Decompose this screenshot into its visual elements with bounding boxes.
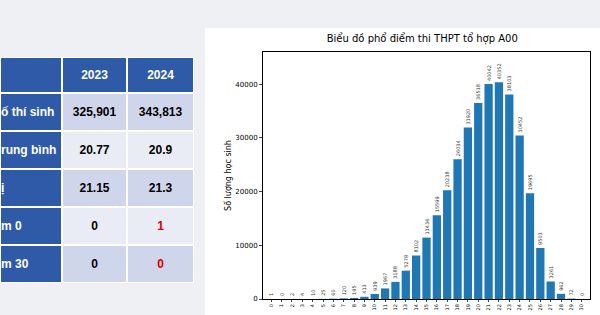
svg-text:20: 20 (475, 304, 481, 310)
svg-text:9503: 9503 (537, 232, 543, 245)
svg-text:25: 25 (320, 289, 326, 295)
svg-text:21: 21 (485, 304, 491, 310)
svg-text:3261: 3261 (548, 266, 554, 279)
svg-text:29: 29 (568, 304, 574, 310)
html-text:21.3: 21.3 (148, 181, 173, 195)
svg-text:1: 1 (268, 293, 274, 296)
html-text:m 30: m 30 (1, 257, 29, 271)
svg-text:18: 18 (454, 304, 460, 310)
svg-text:1967: 1967 (382, 273, 388, 286)
svg-text:16: 16 (433, 304, 439, 310)
svg-text:8102: 8102 (413, 240, 419, 253)
svg-text:20238: 20238 (444, 171, 450, 187)
svg-text:28: 28 (558, 304, 564, 310)
svg-text:60: 60 (330, 289, 336, 295)
svg-text:24: 24 (516, 304, 522, 310)
html-text:0: 0 (157, 257, 164, 271)
svg-text:30000: 30000 (235, 134, 257, 142)
html-text:20.9: 20.9 (148, 143, 173, 157)
svg-text:13: 13 (402, 304, 408, 310)
svg-text:5: 5 (320, 304, 326, 307)
svg-text:19: 19 (465, 304, 471, 310)
svg-text:0: 0 (279, 293, 285, 296)
svg-text:4: 4 (309, 304, 315, 307)
html-text:ị: ị (1, 181, 5, 195)
svg-text:4: 4 (299, 293, 305, 296)
html-text:20.77: 20.77 (79, 143, 110, 157)
svg-text:8: 8 (351, 304, 357, 307)
svg-text:72: 72 (568, 289, 574, 295)
svg-text:40042: 40042 (486, 65, 492, 81)
svg-text:26034: 26034 (455, 140, 461, 156)
svg-text:31920: 31920 (465, 109, 471, 125)
svg-text:Biểu đồ phổ điểm thi THPT tổ h: Biểu đồ phổ điểm thi THPT tổ hợp A00 (327, 32, 518, 45)
svg-text:962: 962 (558, 281, 564, 291)
svg-text:1: 1 (278, 304, 284, 307)
html-text:343,813: 343,813 (138, 105, 183, 119)
svg-text:2: 2 (289, 304, 295, 307)
svg-text:120: 120 (341, 286, 347, 296)
svg-text:36518: 36518 (475, 84, 481, 100)
svg-text:23: 23 (506, 304, 512, 310)
html-text:2023: 2023 (81, 68, 108, 82)
html-text:21.15: 21.15 (79, 181, 110, 195)
svg-text:7: 7 (340, 304, 346, 307)
svg-text:5278: 5278 (403, 255, 409, 268)
svg-text:0: 0 (268, 304, 274, 307)
svg-text:939: 939 (372, 281, 378, 291)
svg-text:195: 195 (351, 285, 357, 295)
html-text:1: 1 (157, 219, 164, 233)
svg-text:6: 6 (330, 304, 336, 307)
svg-text:413: 413 (361, 284, 367, 294)
html-text:ố thí sinh: ố thí sinh (1, 105, 55, 119)
svg-text:40352: 40352 (496, 63, 502, 79)
svg-text:20000: 20000 (235, 188, 257, 196)
svg-text:11: 11 (382, 304, 388, 310)
svg-text:25: 25 (527, 304, 533, 310)
svg-text:17: 17 (444, 304, 450, 310)
svg-text:11436: 11436 (424, 219, 430, 235)
svg-text:19695: 19695 (527, 174, 533, 190)
svg-text:22: 22 (496, 304, 502, 310)
html-text:m 0: m 0 (1, 219, 22, 233)
svg-text:12: 12 (392, 304, 398, 310)
svg-text:14: 14 (413, 304, 419, 310)
html-text:0: 0 (91, 257, 98, 271)
svg-text:26: 26 (537, 304, 543, 310)
svg-text:3188: 3188 (392, 266, 398, 279)
svg-text:30452: 30452 (517, 117, 523, 133)
svg-text:0: 0 (579, 293, 585, 296)
html-text:rung bình: rung bình (1, 143, 57, 157)
html-text:325,901: 325,901 (72, 105, 117, 119)
svg-text:15599: 15599 (434, 196, 440, 212)
svg-text:10000: 10000 (235, 242, 257, 250)
svg-text:27: 27 (547, 304, 553, 310)
html-text:2024: 2024 (147, 68, 174, 82)
svg-text:2: 2 (289, 293, 295, 296)
html-text:0: 0 (91, 219, 98, 233)
svg-text:Số lượng học sinh: Số lượng học sinh (223, 140, 233, 211)
svg-text:3: 3 (299, 304, 305, 307)
svg-text:10: 10 (371, 304, 377, 310)
svg-text:0: 0 (253, 295, 257, 303)
svg-text:30: 30 (578, 304, 584, 310)
svg-text:10: 10 (310, 290, 316, 296)
svg-text:38103: 38103 (506, 75, 512, 91)
svg-text:40000: 40000 (235, 81, 257, 89)
svg-text:15: 15 (423, 304, 429, 310)
svg-text:9: 9 (361, 304, 367, 307)
